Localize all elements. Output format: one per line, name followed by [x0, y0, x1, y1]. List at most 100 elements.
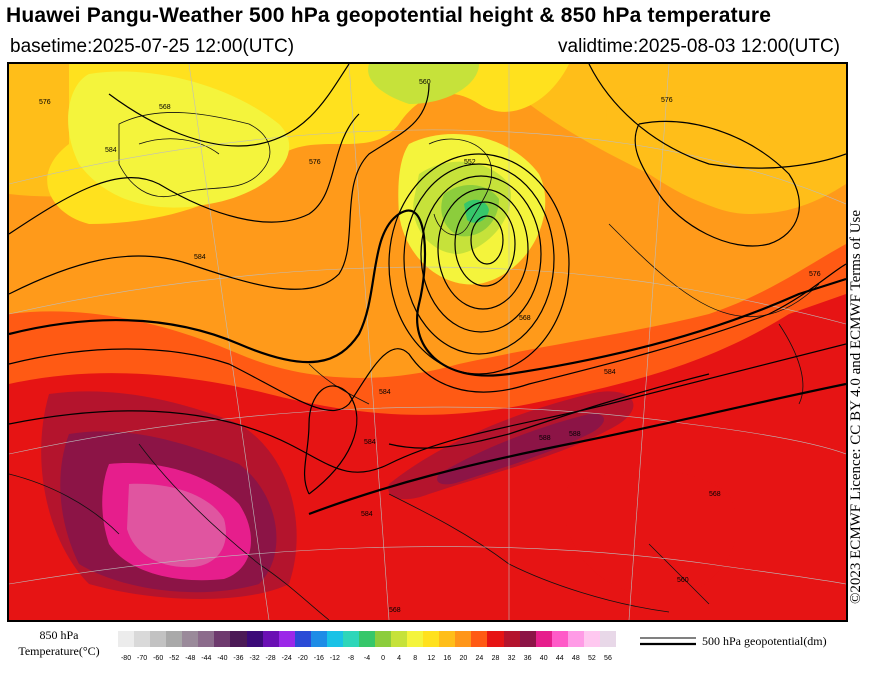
temperature-band-16-east [606, 94, 796, 214]
colorbar-tick-label: -48 [185, 655, 196, 662]
temperature-band-44-core [127, 483, 226, 568]
colorbar-tick-label: -40 [217, 655, 228, 662]
temperature-colorbar [118, 631, 616, 647]
colorbar-tick-label: 8 [413, 655, 418, 662]
contour-label: 576 [809, 271, 821, 278]
contour-label: 588 [539, 435, 551, 442]
colorbar-swatch [455, 631, 472, 647]
temperature-legend-title: 850 hPa Temperature(°C) [6, 627, 112, 659]
contour-label: 584 [364, 439, 376, 446]
colorbar-tick-label: -20 [297, 655, 308, 662]
weather-map: 584 568 560 552 568 576 584 576 584 576 … [7, 62, 848, 622]
colorbar-swatch [567, 631, 584, 647]
colorbar-tick-label: -4 [363, 655, 371, 662]
colorbar-swatch [391, 631, 408, 647]
colorbar-swatch [342, 631, 359, 647]
chart-title: Huawei Pangu-Weather 500 hPa geopotentia… [6, 4, 772, 27]
colorbar-tick-label: -52 [169, 655, 180, 662]
colorbar-tick-label: 4 [397, 655, 402, 662]
colorbar-swatch [134, 631, 151, 647]
geopotential-contours [9, 64, 846, 495]
colorbar-tick-label: -60 [153, 655, 164, 662]
colorbar-tick-label: 48 [571, 655, 580, 662]
colorbar-swatch [262, 631, 279, 647]
colorbar-tick-label: 44 [555, 655, 564, 662]
colorbar-swatch [407, 631, 424, 647]
contour-label-group: 584 568 560 552 568 576 584 576 584 576 … [39, 79, 821, 614]
colorbar-tick-label: -80 [120, 655, 132, 662]
contour-label: 568 [159, 104, 171, 111]
legend-title-line1: 850 hPa [39, 628, 79, 642]
colorbar-tick-label: 32 [507, 655, 516, 662]
basetime-label: basetime:2025-07-25 12:00(UTC) [10, 36, 295, 57]
license-text: ©2023 ECMWF Licence: CC BY 4.0 and ECMWF… [848, 209, 864, 604]
colorbar-tick-label: -24 [281, 655, 292, 662]
colorbar-swatch [535, 631, 552, 647]
colorbar-tick-label: 12 [427, 655, 436, 662]
coastlines [9, 112, 820, 620]
contour-label: 576 [661, 97, 673, 104]
colorbar-tick-label: -44 [201, 655, 212, 662]
contour-label: 584 [604, 369, 616, 376]
colorbar-tick-label: 24 [475, 655, 484, 662]
temperature-colorbar-ticks: -80 -70 -60 -52 -48 -44 -40 -36 -32 -28 -24 -20 -16-… [118, 655, 616, 665]
contour-label: 568 [389, 607, 401, 614]
contour-label: 584 [361, 511, 373, 518]
temperature-band-4-north [368, 64, 479, 104]
contour-label: 560 [419, 79, 431, 86]
colorbar-swatch [310, 631, 327, 647]
colorbar-swatch [326, 631, 343, 647]
colorbar-tick-label: -36 [233, 655, 244, 662]
colorbar-tick-label: 36 [523, 655, 532, 662]
contour-label: 576 [39, 99, 51, 106]
colorbar-tick-label: -70 [137, 655, 148, 662]
colorbar-swatch [599, 631, 616, 647]
colorbar-swatch [182, 631, 199, 647]
colorbar-tick-label: 40 [539, 655, 548, 662]
colorbar-tick-label: -12 [329, 655, 340, 662]
colorbar-swatch [471, 631, 488, 647]
validtime-label: validtime:2025-08-03 12:00(UTC) [558, 36, 840, 57]
colorbar-tick-label: -8 [347, 655, 355, 662]
colorbar-swatch [214, 631, 231, 647]
contour-label: 588 [569, 431, 581, 438]
colorbar-tick-label: -16 [313, 655, 324, 662]
colorbar-swatch [150, 631, 167, 647]
contour-label: 560 [677, 577, 689, 584]
colorbar-swatch [198, 631, 215, 647]
colorbar-swatch [375, 631, 392, 647]
contour-label: 576 [309, 159, 321, 166]
temperature-band-28-south [563, 470, 737, 597]
colorbar-tick-label: 20 [459, 655, 468, 662]
contour-label: 552 [464, 159, 476, 166]
colorbar-swatch [358, 631, 375, 647]
map-canvas: 584 568 560 552 568 576 584 576 584 576 … [9, 64, 846, 620]
colorbar-swatch [118, 631, 135, 647]
colorbar-tick-label: -28 [265, 655, 276, 662]
legend-title-line2: Temperature(°C) [18, 644, 100, 658]
colorbar-swatch [439, 631, 456, 647]
colorbar-swatch [166, 631, 183, 647]
temperature-band-32-core [437, 413, 604, 485]
contour-label: 584 [105, 147, 117, 154]
colorbar-tick-label: 16 [443, 655, 452, 662]
colorbar-swatch [583, 631, 600, 647]
geopotential-contour-bold [9, 209, 846, 516]
colorbar-tick-label: 52 [587, 655, 596, 662]
colorbar-tick-label: 56 [604, 655, 612, 662]
contour-legend: 500 hPa geopotential(dm) [640, 632, 870, 654]
contour-label: 568 [709, 491, 721, 498]
colorbar-swatch [230, 631, 247, 647]
colorbar-swatch [423, 631, 440, 647]
colorbar-tick-label: 28 [491, 655, 500, 662]
contour-label: 584 [194, 254, 206, 261]
colorbar-swatch [294, 631, 311, 647]
colorbar-tick-label: -32 [249, 655, 260, 662]
colorbar-swatch [246, 631, 263, 647]
colorbar-tick-label: 0 [381, 655, 386, 662]
colorbar-swatch [519, 631, 536, 647]
contour-label: 568 [519, 315, 531, 322]
contour-legend-swatch [640, 637, 696, 646]
colorbar-swatch [551, 631, 568, 647]
colorbar-swatch [503, 631, 520, 647]
